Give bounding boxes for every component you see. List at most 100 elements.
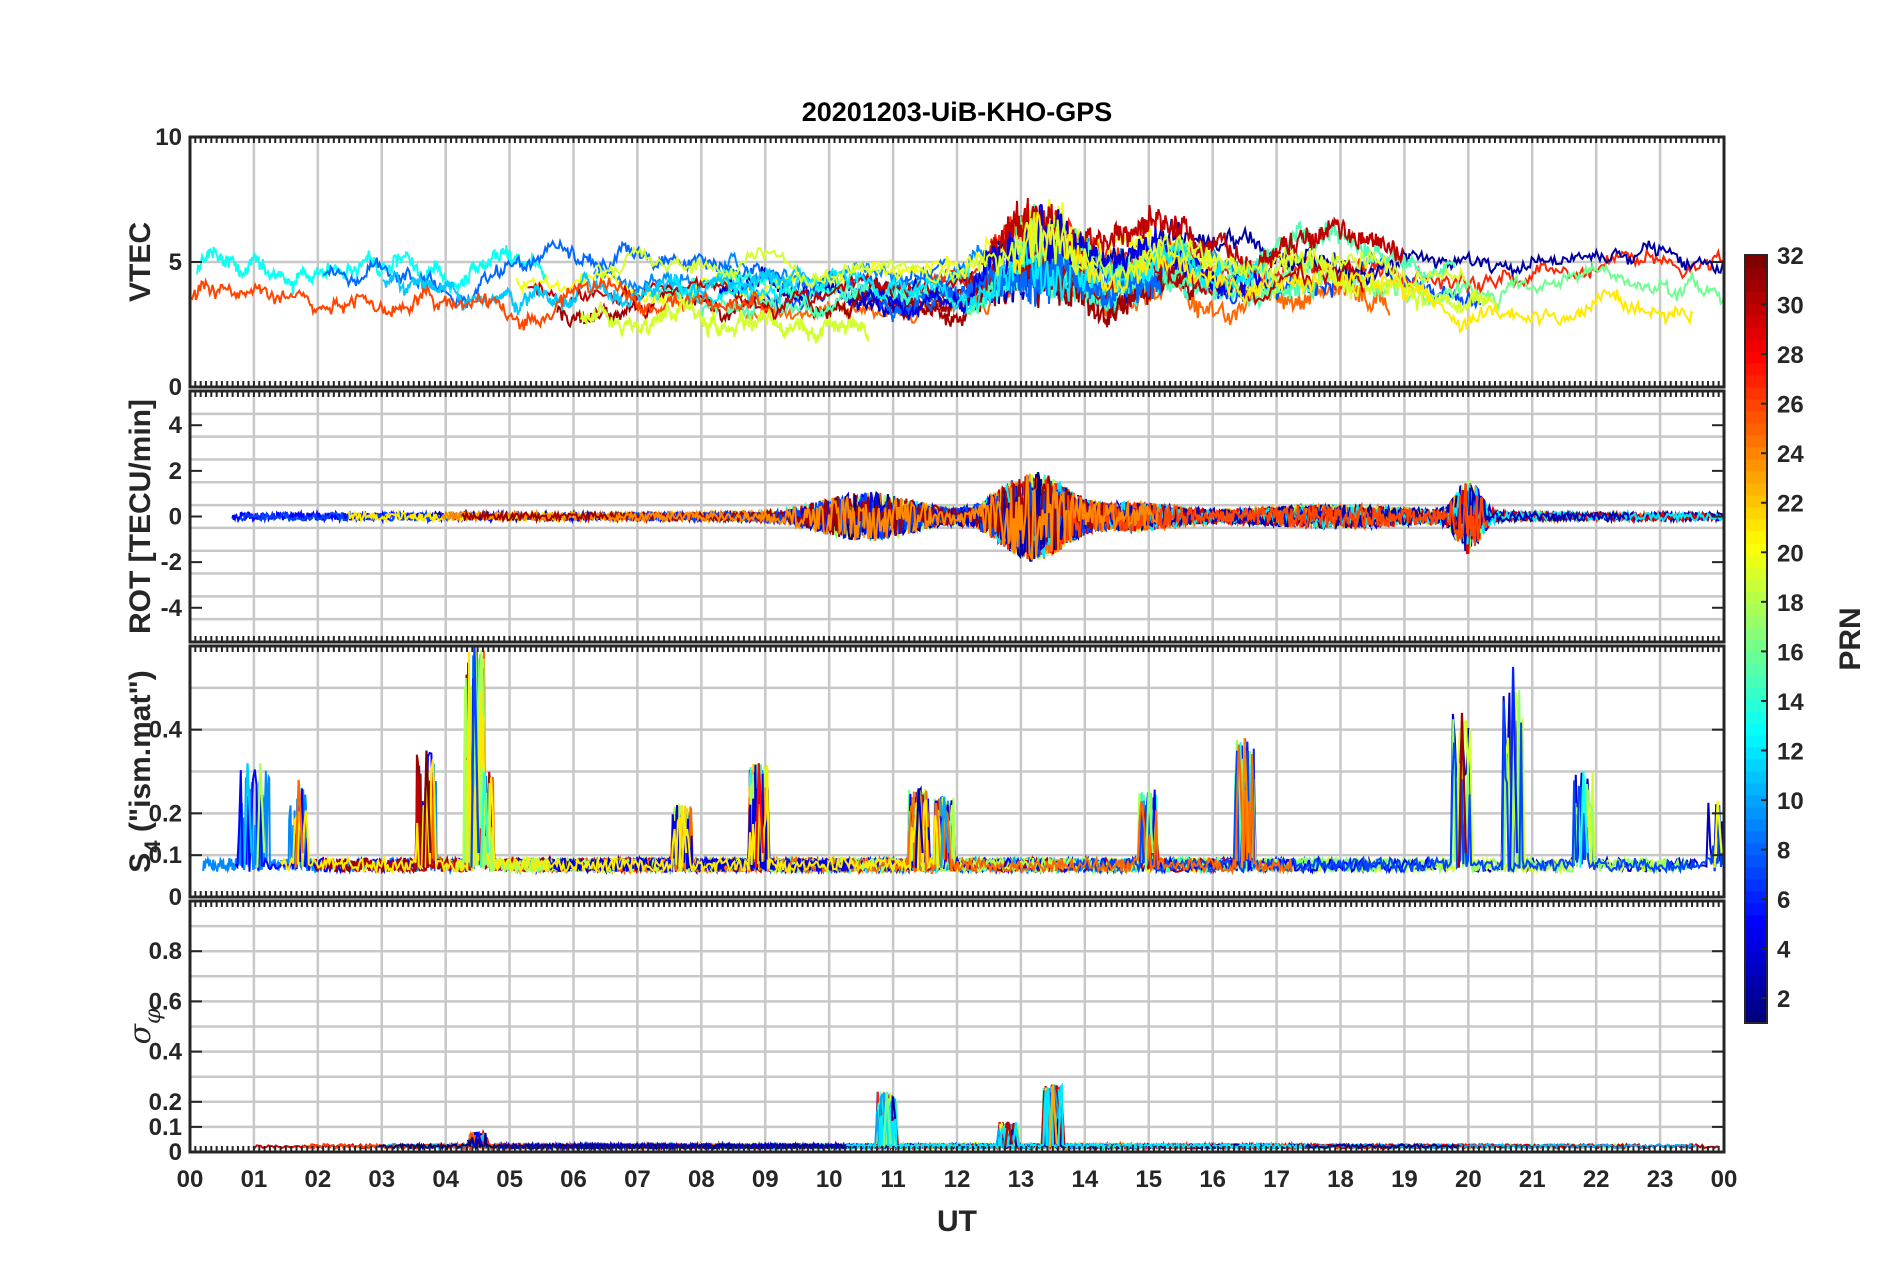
ytick-label: 0.2 bbox=[149, 800, 182, 827]
colorbar-swatch bbox=[1745, 915, 1767, 928]
xtick-label: 11 bbox=[880, 1166, 905, 1193]
colorbar-swatch bbox=[1745, 735, 1767, 748]
colorbar-swatch bbox=[1745, 699, 1767, 712]
xtick-label: 16 bbox=[1199, 1166, 1226, 1193]
colorbar-swatch bbox=[1745, 495, 1767, 508]
ylabel-vtec: VTEC bbox=[124, 222, 157, 302]
colorbar-swatch bbox=[1745, 303, 1767, 316]
ylabel-rot: ROT [TECU/min] bbox=[124, 399, 157, 634]
series-prn-12 bbox=[845, 1082, 1307, 1152]
ytick-label: 0 bbox=[169, 884, 182, 911]
x-minor-ticks-vtec bbox=[189, 137, 1725, 387]
colorbar-swatch bbox=[1745, 795, 1767, 808]
colorbar-swatch bbox=[1745, 927, 1767, 940]
spike-s4-11 bbox=[1240, 737, 1250, 868]
series-prn-19 bbox=[579, 297, 870, 346]
colorbar-swatch bbox=[1745, 747, 1767, 760]
colorbar-tick-label: 30 bbox=[1777, 293, 1804, 320]
spike-s4-15 bbox=[1713, 800, 1723, 868]
colorbar-swatch bbox=[1745, 723, 1767, 736]
colorbar-swatch bbox=[1745, 363, 1767, 376]
ytick-label: 0 bbox=[169, 504, 182, 531]
colorbar-swatch bbox=[1745, 267, 1767, 280]
colorbar-swatch bbox=[1745, 615, 1767, 628]
xtick-label: 05 bbox=[496, 1166, 523, 1193]
colorbar-swatch bbox=[1745, 687, 1767, 700]
colorbar-swatch bbox=[1745, 819, 1767, 832]
colorbar-swatch bbox=[1745, 639, 1767, 652]
colorbar-swatch bbox=[1745, 879, 1767, 892]
colorbar-swatch bbox=[1745, 783, 1767, 796]
colorbar-swatch bbox=[1745, 939, 1767, 952]
colorbar-swatch bbox=[1745, 651, 1767, 664]
colorbar-tick-label: 4 bbox=[1777, 937, 1791, 964]
colorbar-swatch bbox=[1745, 627, 1767, 640]
spike-s4-1 bbox=[256, 763, 266, 868]
x-minor-ticks-s4 bbox=[189, 646, 1725, 897]
series-prn-26 bbox=[1065, 484, 1489, 547]
xtick-label: 20 bbox=[1455, 1166, 1482, 1193]
series-prn-8 bbox=[882, 240, 1162, 322]
ytick-label: 0.1 bbox=[149, 1114, 182, 1141]
colorbar-swatch bbox=[1745, 255, 1767, 268]
colorbar-swatch bbox=[1745, 483, 1767, 496]
colorbar-swatch bbox=[1745, 579, 1767, 592]
colorbar-swatch bbox=[1745, 771, 1767, 784]
spike-s4-6 bbox=[678, 804, 688, 868]
series-group-s4 bbox=[202, 645, 1725, 876]
colorbar-swatch bbox=[1745, 711, 1767, 724]
colorbar-tick-label: 10 bbox=[1777, 788, 1804, 815]
colorbar-tick-label: 20 bbox=[1777, 540, 1804, 567]
colorbar-swatch bbox=[1745, 543, 1767, 556]
series-group-rot bbox=[231, 471, 1725, 562]
panel-sigma: 00.10.2 0.4 0.6 0.8 σφ bbox=[123, 899, 1726, 1166]
colorbar-swatch bbox=[1745, 399, 1767, 412]
xtick-label: 03 bbox=[368, 1166, 395, 1193]
colorbar-swatch bbox=[1745, 663, 1767, 676]
series-prn-7 bbox=[1068, 701, 1725, 876]
colorbar-swatch bbox=[1745, 855, 1767, 868]
series-prn-4 bbox=[860, 203, 1272, 321]
xtick-label: 00 bbox=[1711, 1166, 1738, 1193]
spike-sigma-1 bbox=[1048, 1084, 1058, 1148]
colorbar-tick-label: 26 bbox=[1777, 392, 1804, 419]
spike-s4-14 bbox=[1579, 771, 1589, 868]
xtick-label: 10 bbox=[816, 1166, 843, 1193]
series-prn-21 bbox=[1012, 211, 1694, 334]
x-axis-label: UT bbox=[937, 1205, 977, 1238]
colorbar-swatch bbox=[1745, 891, 1767, 904]
xtick-label: 12 bbox=[944, 1166, 971, 1193]
ytick-label: 0 bbox=[169, 1139, 182, 1166]
colorbar-swatch bbox=[1745, 567, 1767, 580]
ytick-label: 0.4 bbox=[149, 1039, 183, 1066]
spike-s4-8 bbox=[914, 788, 924, 868]
ytick-label: 5 bbox=[169, 249, 182, 276]
colorbar-swatch bbox=[1745, 447, 1767, 460]
colorbar-tick-label: 18 bbox=[1777, 590, 1804, 617]
colorbar-swatch bbox=[1745, 1011, 1767, 1024]
series-prn-24 bbox=[607, 474, 1160, 561]
spike-s4-10 bbox=[1144, 788, 1154, 868]
colorbar-swatch bbox=[1745, 555, 1767, 568]
colorbar-swatch bbox=[1745, 759, 1767, 772]
ytick-label: -2 bbox=[161, 549, 182, 576]
ytick-label: 0.8 bbox=[149, 938, 182, 965]
spike-sigma-3 bbox=[473, 1131, 483, 1148]
colorbar-tick-label: 24 bbox=[1777, 441, 1804, 468]
ytick-label: 0.1 bbox=[149, 842, 182, 869]
colorbar-swatch bbox=[1745, 423, 1767, 436]
colorbar-swatch bbox=[1745, 435, 1767, 448]
colorbar-swatch bbox=[1745, 999, 1767, 1012]
colorbar-swatch bbox=[1745, 387, 1767, 400]
series-prn-19 bbox=[595, 217, 1466, 290]
spike-s4-0 bbox=[243, 763, 253, 868]
ylabel-s4: S4 ("ism.mat") bbox=[124, 670, 165, 872]
colorbar-tick-label: 8 bbox=[1777, 838, 1790, 865]
colorbar-swatch bbox=[1745, 519, 1767, 532]
panel-rot: -4 -2 0 2 4 ROT [TECU/min] bbox=[124, 389, 1726, 644]
series-group-vtec bbox=[190, 197, 1725, 346]
xtick-label: 09 bbox=[752, 1166, 779, 1193]
spike-s4-2 bbox=[294, 779, 304, 868]
